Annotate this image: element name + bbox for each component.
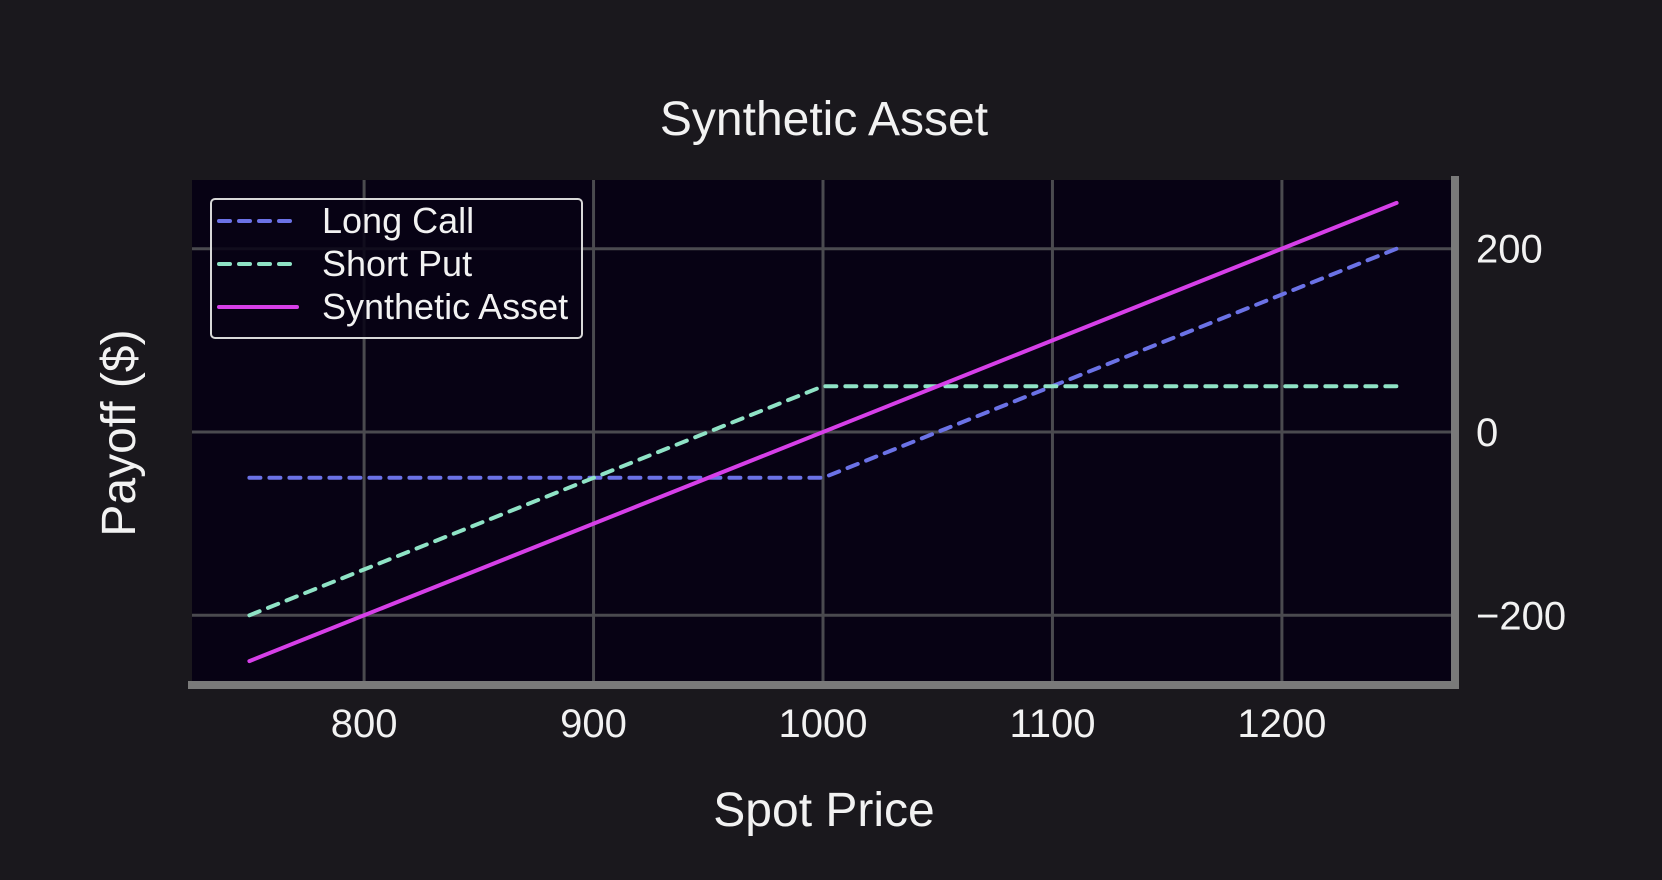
axis-spines — [188, 176, 1459, 689]
series-line-short-put — [247, 384, 1399, 618]
x-tick-label: 800 — [331, 702, 398, 746]
y-axis-ticks: −200 0 200 — [1476, 228, 1566, 639]
series-lines — [247, 200, 1399, 664]
x-tick-label: 1000 — [779, 702, 868, 746]
x-tick-label: 1100 — [1009, 702, 1095, 746]
x-tick-label: 900 — [560, 702, 627, 746]
x-tick-label: 1200 — [1237, 702, 1326, 746]
legend-box — [210, 198, 583, 339]
y-tick-label: 0 — [1476, 411, 1498, 455]
series-line-synthetic-asset — [247, 200, 1399, 664]
legend-label: Synthetic Asset — [322, 286, 568, 327]
x-axis-label: Spot Price — [713, 784, 934, 837]
legend-label: Short Put — [322, 243, 472, 284]
y-axis-label: Payoff ($) — [93, 329, 146, 536]
y-tick-label: 200 — [1476, 228, 1543, 272]
legend-label: Long Call — [322, 200, 474, 241]
y-tick-label: −200 — [1476, 594, 1566, 638]
series-line-long-call — [247, 246, 1399, 480]
x-axis-ticks: 800 900 1000 1100 1200 — [331, 702, 1327, 746]
chart-title: Synthetic Asset — [660, 93, 988, 146]
